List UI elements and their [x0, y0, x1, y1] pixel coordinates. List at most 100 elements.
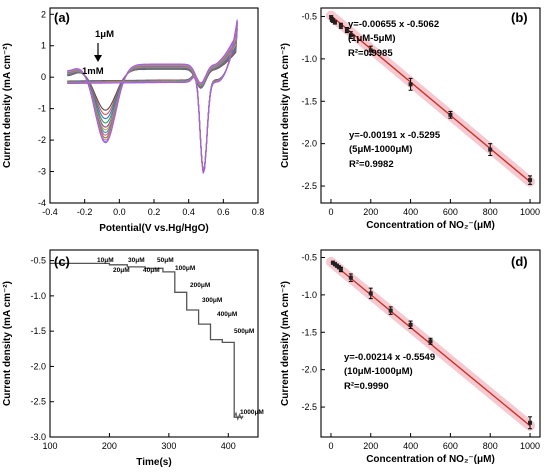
step-label: 500μM — [234, 328, 254, 335]
x-tick-label: 100 — [42, 441, 57, 451]
data-point — [339, 267, 343, 271]
x-tick-label: 0.4 — [182, 207, 195, 217]
y-tick-label: -0.5 — [301, 11, 317, 21]
fit-equation: y=-0.00214 x -0.5549 — [344, 352, 435, 363]
step-label: 20μM — [113, 267, 130, 274]
fit-equation: R²=0.9990 — [344, 381, 389, 392]
y-tick-label: 1 — [41, 41, 46, 51]
cv-curve — [67, 22, 237, 173]
step-label: 300μM — [202, 297, 222, 304]
data-point — [333, 20, 337, 24]
data-point — [429, 339, 433, 343]
y-tick-label: 0 — [41, 72, 46, 82]
x-tick-label: 400 — [221, 441, 236, 451]
x-tick-label: 600 — [443, 207, 458, 217]
data-point — [528, 178, 532, 182]
panel-a: 1μM 1mM -0.4 -0.2 0.0 0.2 0.4 0.6 0.8 -4 -3 -2 -1 0 1 2… — [2, 8, 264, 234]
plot-frame — [50, 250, 258, 437]
step-label: 1000μM — [240, 409, 264, 416]
current-trace — [50, 263, 243, 417]
annotation-arrowhead — [94, 55, 102, 62]
panel-label: (a) — [54, 10, 70, 25]
data-point — [389, 309, 393, 313]
fit-equation-high: R²=0.9982 — [349, 159, 394, 170]
annotation-start: 1μM — [95, 29, 114, 40]
annotation-end: 1mM — [82, 66, 104, 77]
step-label: 10μM — [97, 257, 114, 264]
data-point — [369, 291, 373, 295]
y-axis-label: Current density (mA cm⁻²) — [280, 43, 291, 168]
x-tick-label: 800 — [483, 207, 498, 217]
x-tick-label: 1000 — [520, 207, 540, 217]
panel-d: 0 200 400 600 800 1000 -2.5 -2.0 -1.5 -1.0 -0.5 Con… — [280, 250, 540, 465]
y-tick-label: -3.0 — [30, 432, 46, 442]
step-label: 40μM — [143, 267, 160, 274]
x-tick-label: 200 — [363, 441, 378, 451]
y-tick-label: -2.0 — [301, 365, 317, 375]
y-axis-label: Current density (mA cm⁻²) — [2, 43, 13, 168]
fit-equation-low: (1μM-5μM) — [348, 33, 396, 44]
panel-label: (b) — [511, 10, 528, 25]
step-label: 100μM — [175, 265, 195, 272]
y-tick-label: -2.5 — [301, 402, 317, 412]
x-axis-label: Concentration of NO₂⁻(μM) — [366, 454, 495, 465]
data-point — [448, 113, 452, 117]
y-tick-label: -0.5 — [30, 256, 46, 266]
panel-label: (c) — [54, 254, 70, 269]
x-axis-label: Concentration of NO₂⁻(μM) — [366, 220, 495, 231]
x-tick-label: 200 — [102, 441, 117, 451]
y-tick-label: -2.5 — [30, 397, 46, 407]
y-tick-label: -1.5 — [30, 326, 46, 336]
y-tick-label: -1.0 — [301, 54, 317, 64]
x-tick-label: 0.8 — [252, 207, 265, 217]
y-tick-label: -1.0 — [301, 290, 317, 300]
y-axis-label: Current density (mA cm⁻²) — [280, 281, 291, 406]
step-label: 400μM — [217, 311, 237, 318]
y-tick-label: -2.0 — [30, 361, 46, 371]
x-tick-label: 0.2 — [148, 207, 161, 217]
step-label: 50μM — [157, 257, 174, 264]
y-tick-label: -4 — [38, 198, 46, 208]
x-tick-label: 0 — [328, 207, 333, 217]
x-tick-label: 600 — [443, 441, 458, 451]
y-tick-label: -3 — [38, 167, 46, 177]
x-tick-label: 1000 — [520, 441, 540, 451]
x-axis-label: Time(s) — [136, 457, 171, 468]
step-label: 30μM — [128, 257, 145, 264]
fit-equation-low: R²=0.9985 — [348, 48, 393, 59]
x-tick-label: -0.4 — [42, 207, 58, 217]
data-point — [339, 24, 343, 28]
y-tick-label: -2.5 — [301, 181, 317, 191]
y-axis-label: Current density (mA cm⁻²) — [2, 281, 13, 406]
x-tick-label: 400 — [403, 441, 418, 451]
data-point — [349, 276, 353, 280]
fit-equation-low: y=-0.00655 x -0.5062 — [348, 19, 439, 30]
step-label: 200μM — [190, 282, 210, 289]
x-tick-label: 400 — [403, 207, 418, 217]
x-axis-label: Potential(V vs.Hg/HgO) — [99, 223, 208, 234]
data-point — [409, 82, 413, 86]
y-tick-label: -2 — [38, 135, 46, 145]
y-tick-label: -1.5 — [301, 96, 317, 106]
x-tick-label: 0 — [328, 441, 333, 451]
fit-equation-high: y=-0.00191 x -0.5295 — [349, 130, 441, 141]
panel-label: (d) — [511, 254, 528, 269]
fit-equation: (10μM-1000μM) — [344, 366, 413, 377]
x-tick-label: 200 — [363, 207, 378, 217]
panel-b: 0 200 400 600 800 1000 -2.5 -2.0 -1.5 -1.0 -0.5 Con… — [280, 8, 540, 231]
plot-frame — [50, 8, 258, 203]
data-point — [409, 323, 413, 327]
y-tick-label: -1.5 — [301, 327, 317, 337]
data-point — [528, 421, 532, 425]
x-tick-label: 800 — [483, 441, 498, 451]
data-point — [488, 148, 492, 152]
y-tick-label: -1.0 — [30, 291, 46, 301]
y-tick-label: -0.5 — [301, 252, 317, 262]
fit-equation-high: (5μM-1000μM) — [349, 144, 412, 155]
y-tick-label: -1 — [38, 104, 46, 114]
x-tick-label: 0.0 — [113, 207, 126, 217]
y-tick-label: -2.0 — [301, 139, 317, 149]
x-tick-label: 300 — [161, 441, 176, 451]
